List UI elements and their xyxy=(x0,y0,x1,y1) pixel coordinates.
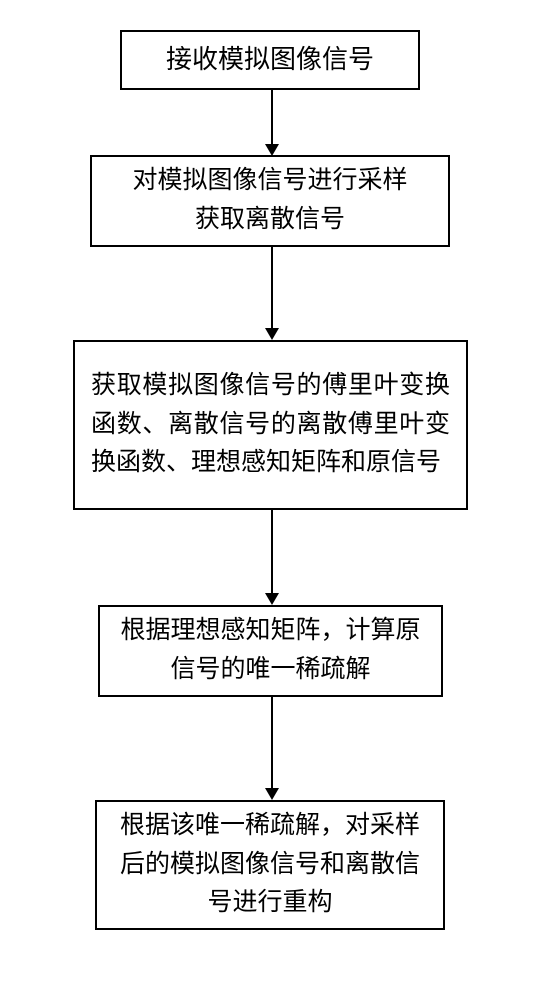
node-label: 根据理想感知矩阵，计算原信号的唯一稀疏解 xyxy=(116,612,425,690)
flow-node-receive-signal: 接收模拟图像信号 xyxy=(120,30,420,90)
arrow-head-icon xyxy=(265,593,279,605)
flow-arrow xyxy=(271,697,273,789)
flowchart-container: 接收模拟图像信号 对模拟图像信号进行采样获取离散信号 获取模拟图像信号的傅里叶变… xyxy=(0,0,544,1000)
node-label: 根据该唯一稀疏解，对采样后的模拟图像信号和离散信号进行重构 xyxy=(113,807,427,923)
node-label: 对模拟图像信号进行采样获取离散信号 xyxy=(132,162,407,240)
node-label: 获取模拟图像信号的傅里叶变换函数、离散信号的离散傅里叶变换函数、理想感知矩阵和原… xyxy=(91,367,450,483)
flow-arrow xyxy=(271,247,273,329)
node-label: 接收模拟图像信号 xyxy=(166,40,374,80)
flow-node-sparse-solution: 根据理想感知矩阵，计算原信号的唯一稀疏解 xyxy=(98,605,443,697)
flow-arrow xyxy=(271,90,273,145)
arrow-head-icon xyxy=(265,328,279,340)
arrow-head-icon xyxy=(265,788,279,800)
flow-node-sampling: 对模拟图像信号进行采样获取离散信号 xyxy=(90,155,450,247)
flow-node-reconstruction: 根据该唯一稀疏解，对采样后的模拟图像信号和离散信号进行重构 xyxy=(95,800,445,930)
flow-arrow xyxy=(271,510,273,594)
flow-node-fourier-transform: 获取模拟图像信号的傅里叶变换函数、离散信号的离散傅里叶变换函数、理想感知矩阵和原… xyxy=(73,340,468,510)
